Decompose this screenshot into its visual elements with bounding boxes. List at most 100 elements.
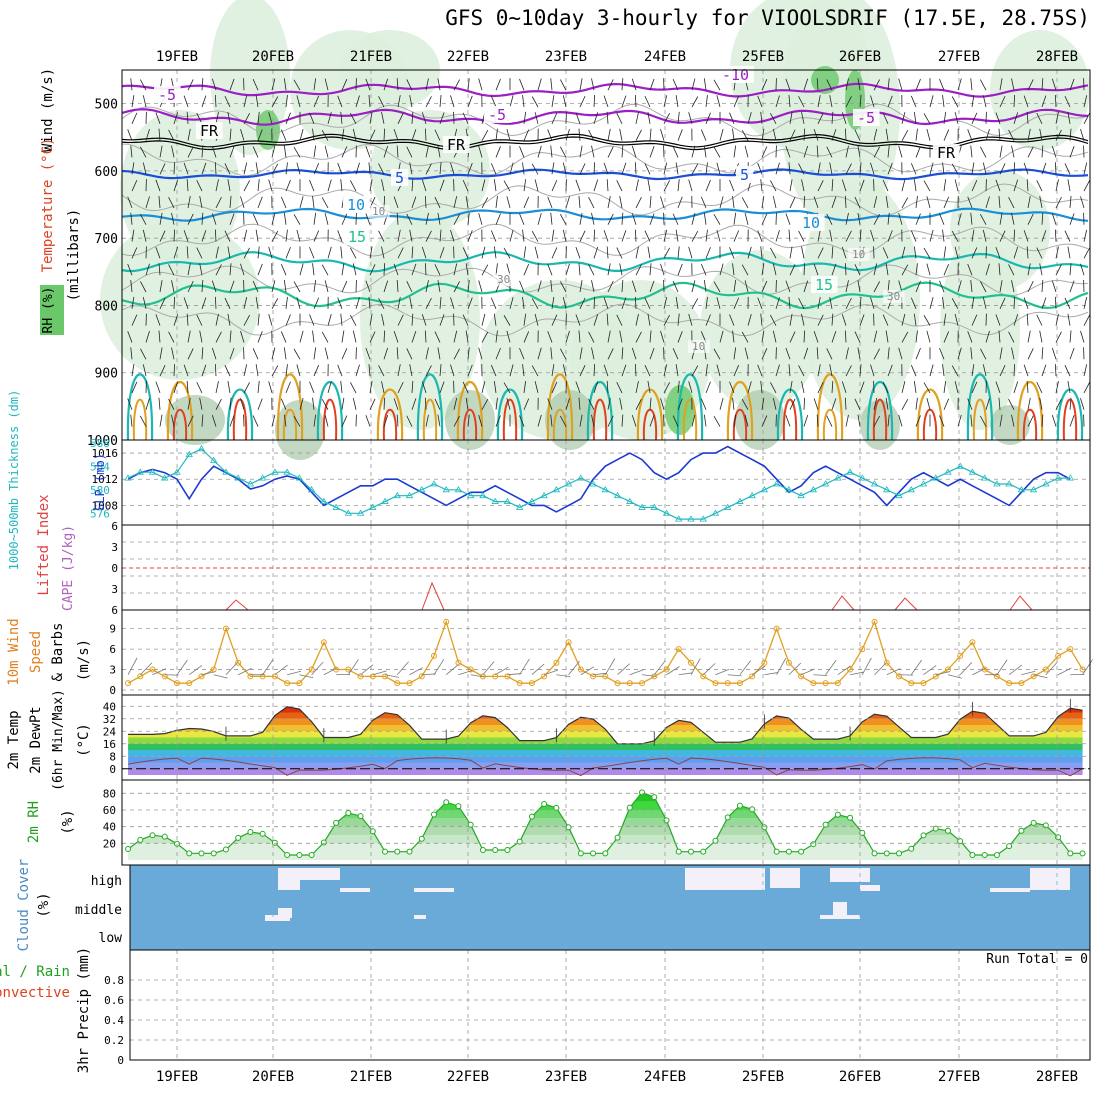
rh-band <box>122 802 1090 810</box>
wind-barb-10m <box>507 674 521 675</box>
wind-barb <box>328 247 331 259</box>
rh-shade-area <box>445 390 495 450</box>
wind-barb <box>507 196 510 208</box>
wind-barb-10m <box>397 662 408 675</box>
wind-barb <box>1040 263 1042 275</box>
wind-tick: 6 <box>109 643 116 656</box>
wind-barb <box>944 130 949 141</box>
rh-point <box>909 846 914 851</box>
wind-barb-10m <box>605 659 615 675</box>
cape-tick: 3 <box>111 583 118 596</box>
wind-barb <box>636 179 638 191</box>
panel-border-wind <box>122 610 1090 695</box>
temp-tick: 40 <box>103 700 116 713</box>
wind-barb <box>310 247 314 258</box>
wind-barb <box>678 246 679 258</box>
wind-barb <box>1037 315 1042 326</box>
rh-band <box>122 785 1090 793</box>
wind-barb <box>535 247 538 259</box>
wind-tick: 0 <box>109 684 116 697</box>
wind-barb <box>952 97 958 107</box>
wind-barb <box>971 146 972 158</box>
wind-barb <box>717 95 720 107</box>
contour-label: 15 <box>348 228 366 246</box>
wind-barb <box>188 79 193 90</box>
rh-point <box>1056 835 1061 840</box>
rh-point <box>958 839 963 844</box>
wind-barb <box>802 247 804 259</box>
wind-barb <box>1028 398 1030 410</box>
wind-barb <box>496 214 500 225</box>
cloud-gap <box>990 888 1030 892</box>
wind-barb <box>622 213 623 225</box>
rh-point <box>897 851 902 856</box>
wind-barb <box>338 230 342 241</box>
wind-barb <box>786 415 790 426</box>
wind-barb <box>607 246 608 258</box>
cloud-cover-area <box>130 865 1090 950</box>
wind-barb <box>1084 315 1090 326</box>
thickness-series-line <box>128 449 1070 519</box>
temp-band <box>122 756 1090 762</box>
wind-barb <box>520 146 524 157</box>
temp-band <box>122 731 1090 737</box>
wind-barb <box>272 213 275 225</box>
wind-barb-10m <box>997 660 1007 675</box>
wind-barb <box>286 297 287 309</box>
wind-barb <box>325 146 328 158</box>
wind-barb <box>552 162 554 174</box>
wind-barb <box>1084 297 1087 309</box>
wind-barb <box>620 196 622 208</box>
rh-point <box>921 833 926 838</box>
wind-barb-10m <box>862 658 871 675</box>
wind-barb <box>366 146 370 157</box>
wind-barb <box>980 147 986 158</box>
rh-point <box>615 835 620 840</box>
wind-barb <box>608 196 610 208</box>
wind-barb <box>560 80 566 91</box>
wind-barb <box>325 348 328 360</box>
wind-barb <box>482 265 488 275</box>
rh-point <box>701 849 706 854</box>
wind-barb <box>660 196 664 207</box>
wind-barb <box>286 162 287 174</box>
wind-barb <box>622 78 623 90</box>
date-label-top: 26FEB <box>839 49 881 65</box>
precip-tick: 0 <box>117 1054 124 1067</box>
temp-band <box>122 763 1090 769</box>
wind-barb <box>197 382 202 393</box>
wind-barb <box>258 399 262 410</box>
wind-barb <box>1065 231 1070 242</box>
wind-barb <box>617 248 622 259</box>
date-label-top: 25FEB <box>742 49 784 65</box>
wind-barb <box>1024 365 1028 376</box>
contour-label: 30 <box>497 273 510 286</box>
rh-point <box>529 814 534 819</box>
wind-barb <box>734 146 736 158</box>
wind-barb <box>1042 280 1043 292</box>
wind-barb <box>594 180 598 191</box>
wind-barb <box>704 146 706 158</box>
wind-barb <box>286 247 290 258</box>
wind-barb <box>532 231 538 241</box>
wind-barb <box>322 265 328 275</box>
wind-barb <box>632 79 636 90</box>
rh-point <box>725 815 730 820</box>
rh-point <box>321 840 326 845</box>
wind-barb <box>468 96 472 107</box>
wind-barb <box>438 78 440 90</box>
cloud-gap <box>414 915 426 919</box>
wind-barb <box>281 331 286 342</box>
wind-barb <box>342 281 347 292</box>
low-level-contour <box>234 400 246 440</box>
wind-barb <box>1014 381 1018 392</box>
wind-barb <box>1042 347 1043 359</box>
rh-point <box>297 853 302 858</box>
wind-barb-10m <box>128 658 137 675</box>
wind-barb <box>717 163 720 175</box>
wind-barb <box>799 231 804 242</box>
rh-band <box>122 818 1090 826</box>
wind-barb <box>930 364 933 376</box>
rh-point <box>407 849 412 854</box>
